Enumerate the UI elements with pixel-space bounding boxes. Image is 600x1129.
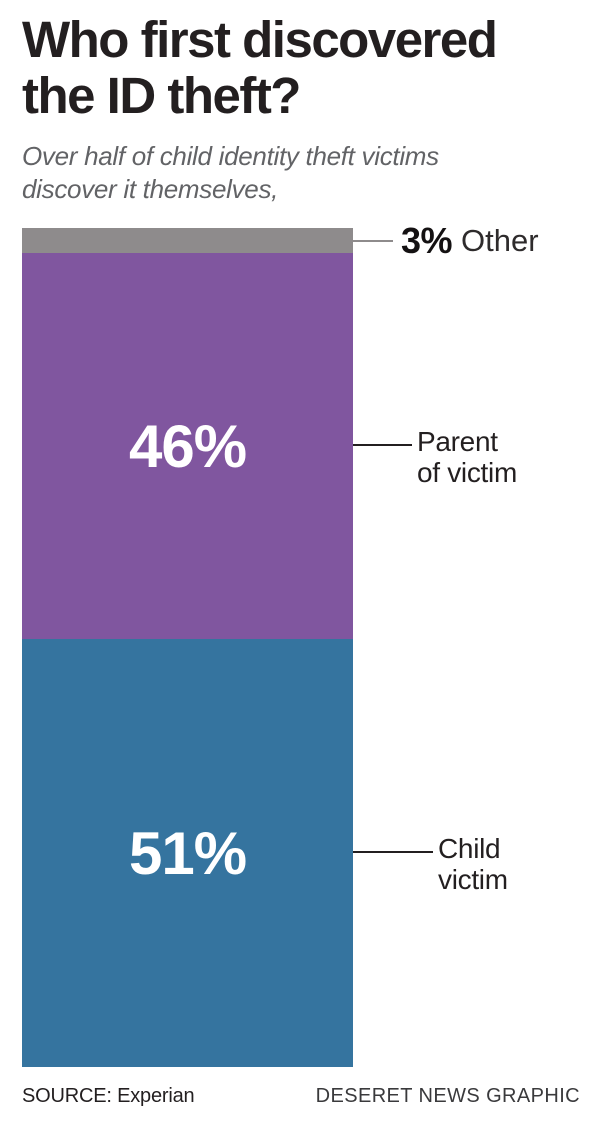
callout-label-line: Parent bbox=[417, 426, 498, 458]
callout-other: 3% Other bbox=[353, 220, 539, 262]
segment-value-label-child: 51% bbox=[128, 819, 247, 887]
callout-label-child: Child victim bbox=[438, 833, 508, 895]
callouts: 3% Other Parent of victim Child victim bbox=[353, 220, 600, 1067]
leader-line-child bbox=[353, 851, 433, 854]
callout-label-line: Child bbox=[438, 833, 501, 865]
chart-subtitle-line1: Over half of child identity theft victim… bbox=[22, 141, 439, 172]
chart-header: Who first discovered the ID theft? Over … bbox=[22, 12, 582, 206]
leader-line-parent bbox=[353, 444, 412, 447]
bar-segment-other bbox=[22, 228, 353, 254]
stacked-bar: 46% 51% bbox=[22, 228, 353, 1067]
graphic-credit: DESERET NEWS GRAPHIC bbox=[315, 1085, 580, 1107]
chart-subtitle-line2: discover it themselves, bbox=[22, 173, 279, 204]
source-credit: SOURCE: Experian bbox=[22, 1085, 195, 1107]
callout-child: Child victim bbox=[353, 833, 508, 895]
callout-label-other: Other bbox=[461, 222, 539, 258]
callout-label-parent: Parent of victim bbox=[417, 426, 517, 488]
callout-label-line: victim bbox=[438, 864, 508, 896]
callout-value-other: 3% bbox=[401, 219, 453, 261]
segment-value-label-parent: 46% bbox=[128, 412, 247, 480]
chart-title-line2: the ID theft? bbox=[22, 66, 301, 124]
leader-line-other bbox=[353, 239, 393, 242]
chart-title-line1: Who first discovered bbox=[22, 11, 498, 68]
bar-segment-child: 51% bbox=[22, 639, 353, 1067]
chart-subtitle: Over half of child identity theft victim… bbox=[22, 140, 582, 206]
callout-parent: Parent of victim bbox=[353, 426, 517, 488]
chart-title: Who first discovered the ID theft? bbox=[22, 12, 582, 123]
bar-segment-parent: 46% bbox=[22, 253, 353, 640]
callout-label-line: of victim bbox=[417, 457, 517, 489]
